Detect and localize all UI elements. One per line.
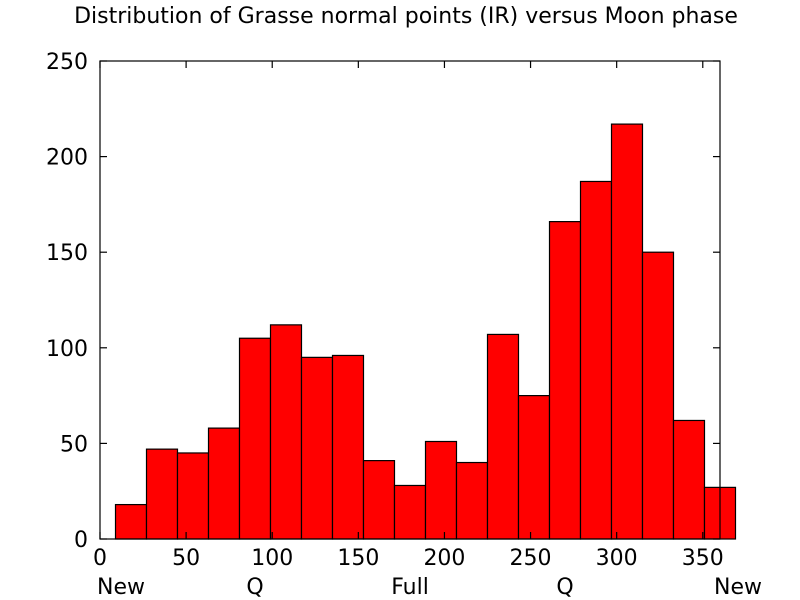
histogram-bar-8 [362, 460, 396, 540]
x-tick-label: 150 [337, 546, 379, 571]
y-tick-label: 200 [46, 146, 88, 171]
histogram-bar-7 [331, 354, 365, 540]
x-tick-label: 300 [596, 546, 638, 571]
moon-phase-label: New [97, 575, 145, 600]
histogram-bar-17 [641, 251, 675, 540]
moon-phase-label: Q [246, 575, 263, 600]
y-tick-label: 100 [46, 337, 88, 362]
histogram-bar-12 [486, 333, 520, 540]
histogram-bar-1 [145, 448, 179, 540]
plot-frame [99, 60, 721, 540]
x-tick-label: 0 [93, 546, 107, 571]
y-axis: 0 50 100 150 200 250 [46, 50, 720, 553]
y-tick-label: 250 [46, 50, 88, 75]
x-tick-label: 250 [510, 546, 552, 571]
x-tick-label: 50 [172, 546, 200, 571]
histogram-bar-14 [548, 221, 582, 540]
histogram-bar-18 [672, 419, 706, 540]
histogram-bar-9 [393, 484, 427, 540]
histogram-bar-5 [269, 324, 303, 540]
histogram-bar-4 [238, 337, 272, 540]
histogram-bar-10 [424, 440, 458, 540]
y-tick-label: 0 [74, 528, 88, 553]
moon-phase-label: New [714, 575, 762, 600]
bars-group [114, 123, 737, 540]
x-tick-label: 350 [682, 546, 724, 571]
chart-title: Distribution of Grasse normal points (IR… [74, 4, 738, 29]
histogram-bar-0 [114, 503, 148, 540]
x-tick-label: 100 [251, 546, 293, 571]
histogram-bar-6 [300, 356, 334, 540]
moon-phase-label: Q [556, 575, 573, 600]
histogram-bar-15 [579, 180, 613, 540]
moon-phase-labels: New Q Full Q New [97, 575, 762, 600]
x-axis: 0 50 100 150 200 250 300 350 [93, 61, 724, 571]
y-tick-label: 150 [46, 241, 88, 266]
histogram-bar-2 [176, 452, 210, 540]
moon-phase-label: Full [391, 575, 429, 600]
histogram-bar-11 [455, 461, 489, 540]
histogram-bar-16 [610, 123, 644, 540]
histogram-bar-13 [517, 395, 551, 540]
x-tick-label: 200 [423, 546, 465, 571]
y-tick-label: 50 [60, 432, 88, 457]
histogram-bar-3 [207, 427, 241, 540]
